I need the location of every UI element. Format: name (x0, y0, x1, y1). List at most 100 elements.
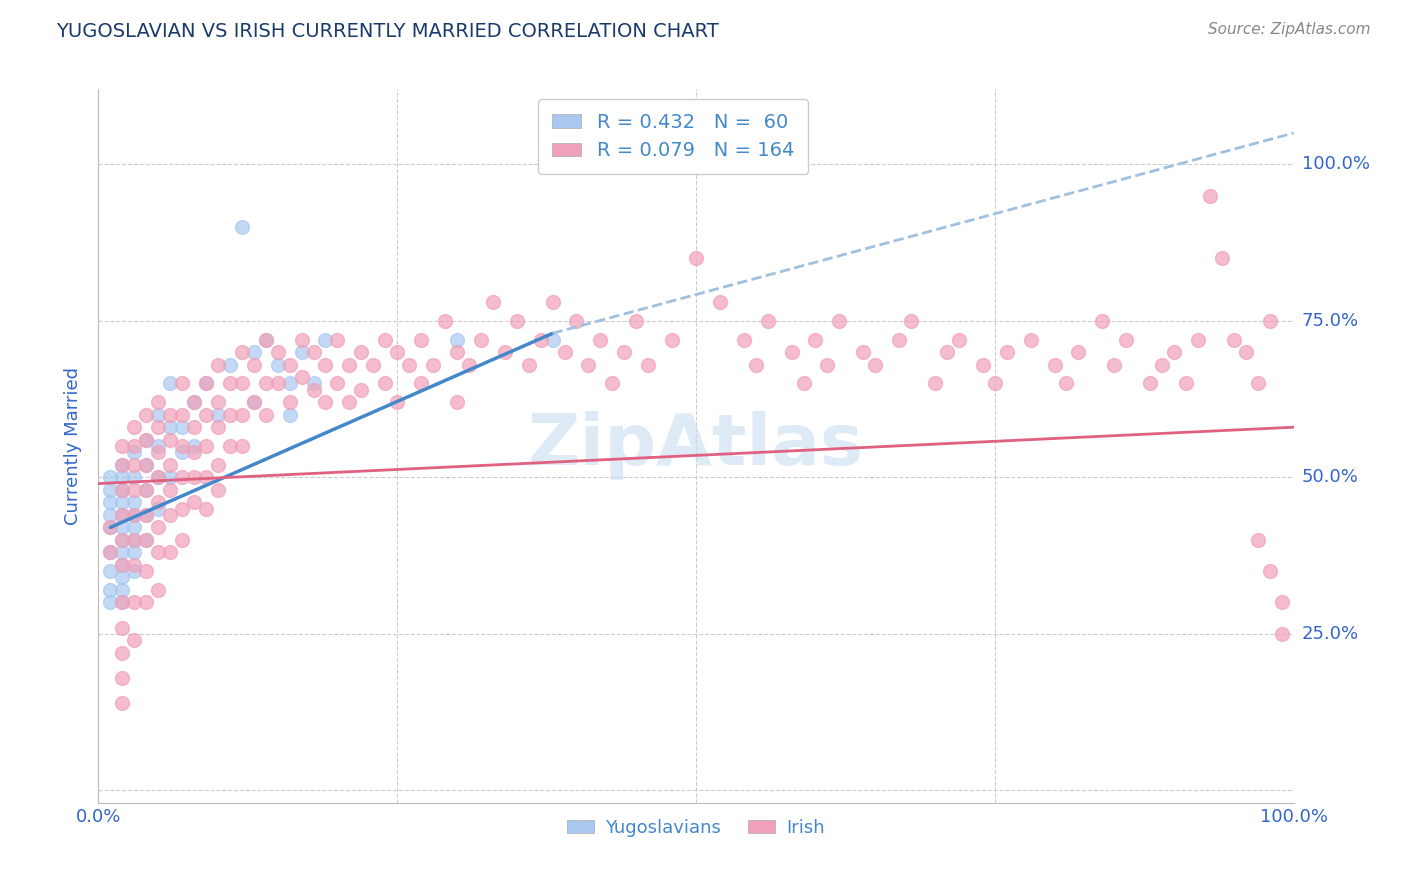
Point (1258, 314, 1281, 328)
Point (326, 376, 349, 391)
Point (183, 495, 205, 509)
Point (398, 358, 420, 372)
Point (1247, 376, 1270, 391)
Point (124, 564, 146, 578)
Point (172, 439, 194, 453)
Point (135, 564, 157, 578)
Point (780, 345, 803, 359)
Point (159, 545, 181, 559)
Point (709, 295, 731, 310)
Point (1223, 333, 1246, 347)
Point (124, 508, 146, 522)
Point (111, 458, 134, 472)
Point (804, 333, 827, 347)
Point (339, 395, 361, 409)
Point (124, 483, 146, 497)
Point (172, 408, 194, 422)
Point (98, 545, 122, 559)
Text: 100.0%: 100.0% (1302, 155, 1369, 173)
Point (291, 333, 314, 347)
Point (207, 420, 229, 434)
Point (98, 582, 122, 597)
Point (385, 395, 409, 409)
Point (602, 376, 624, 391)
Point (207, 358, 229, 372)
Point (1271, 627, 1294, 641)
Point (1139, 376, 1161, 391)
Point (278, 408, 301, 422)
Point (148, 445, 170, 459)
Point (972, 358, 994, 372)
Point (183, 445, 205, 459)
Point (159, 420, 181, 434)
Point (159, 458, 181, 472)
Point (385, 345, 409, 359)
Point (135, 458, 157, 472)
Point (111, 545, 134, 559)
Point (733, 333, 755, 347)
Point (446, 345, 468, 359)
Point (111, 508, 134, 522)
Point (111, 495, 134, 509)
Point (243, 395, 266, 409)
Point (626, 314, 648, 328)
Point (111, 646, 134, 660)
Point (637, 358, 659, 372)
Point (111, 520, 134, 534)
Point (900, 314, 922, 328)
Point (374, 333, 396, 347)
Point (195, 501, 218, 516)
Point (111, 671, 134, 685)
Point (183, 395, 205, 409)
Point (219, 376, 242, 391)
Point (111, 595, 134, 609)
Point (756, 314, 779, 328)
Point (98, 483, 122, 497)
Point (231, 345, 253, 359)
Point (98, 595, 122, 609)
Point (1187, 333, 1209, 347)
Point (111, 558, 134, 572)
Point (1091, 314, 1114, 328)
Point (111, 470, 134, 484)
Point (1019, 333, 1042, 347)
Point (111, 483, 134, 497)
Point (111, 696, 134, 710)
Point (350, 345, 373, 359)
Point (124, 439, 146, 453)
Point (541, 333, 564, 347)
Point (350, 383, 373, 397)
Point (207, 458, 229, 472)
Point (815, 358, 838, 372)
Point (148, 439, 170, 453)
Point (530, 333, 553, 347)
Point (148, 495, 170, 509)
Point (135, 595, 157, 609)
Point (148, 520, 170, 534)
Point (111, 582, 134, 597)
Point (98, 545, 122, 559)
Legend: Yugoslavians, Irish: Yugoslavians, Irish (560, 812, 832, 844)
Point (578, 358, 600, 372)
Point (98, 508, 122, 522)
Point (219, 439, 242, 453)
Point (124, 633, 146, 648)
Point (302, 376, 325, 391)
Point (159, 408, 181, 422)
Point (995, 345, 1018, 359)
Point (948, 333, 970, 347)
Point (111, 570, 134, 584)
Point (554, 345, 576, 359)
Y-axis label: Currently Married: Currently Married (65, 367, 83, 525)
Point (315, 395, 337, 409)
Point (254, 333, 277, 347)
Point (124, 420, 146, 434)
Point (159, 508, 181, 522)
Point (207, 408, 229, 422)
Point (745, 358, 768, 372)
Point (828, 314, 851, 328)
Point (124, 558, 146, 572)
Point (613, 345, 636, 359)
Point (148, 408, 170, 422)
Point (984, 376, 1007, 391)
